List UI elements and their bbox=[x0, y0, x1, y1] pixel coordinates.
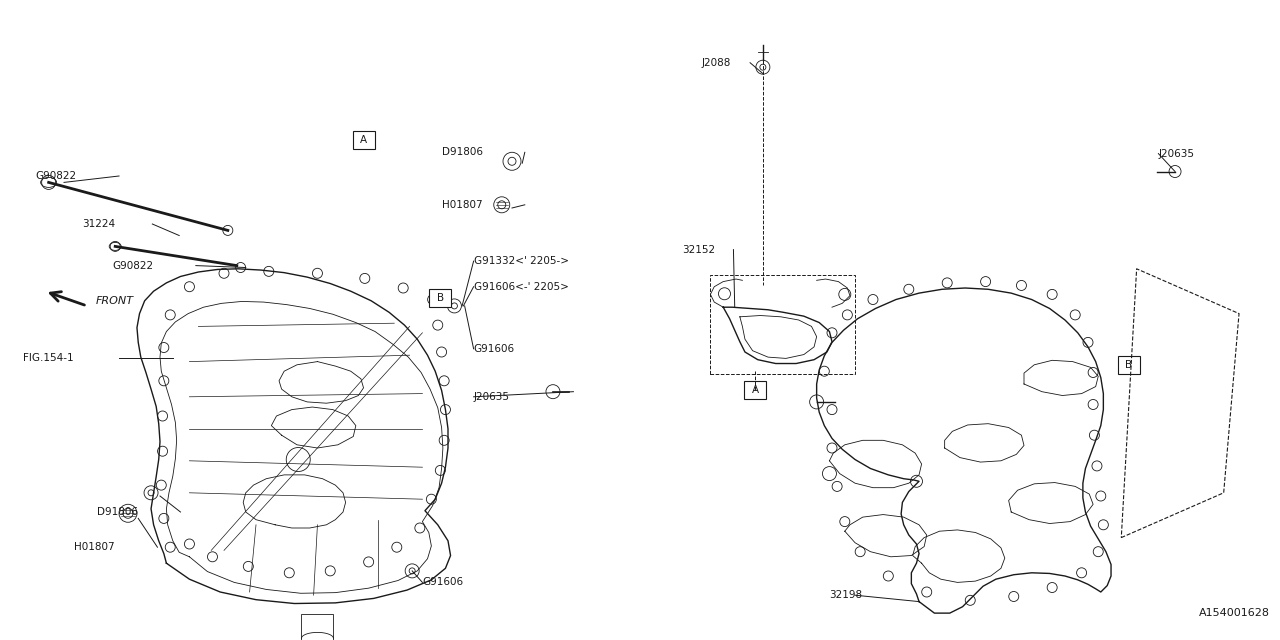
Text: H01807: H01807 bbox=[442, 200, 483, 210]
Text: D91806: D91806 bbox=[442, 147, 483, 157]
Text: A: A bbox=[751, 385, 759, 396]
Text: D91806: D91806 bbox=[97, 507, 138, 517]
Text: J2088: J2088 bbox=[701, 58, 731, 68]
Bar bbox=[710, 275, 855, 374]
Bar bbox=[744, 381, 767, 399]
Text: 31224: 31224 bbox=[82, 219, 115, 229]
Text: G91606<-' 2205>: G91606<-' 2205> bbox=[474, 282, 568, 292]
Text: FIG.154-1: FIG.154-1 bbox=[23, 353, 74, 364]
Text: G90822: G90822 bbox=[113, 260, 154, 271]
Bar bbox=[352, 131, 375, 148]
Bar bbox=[429, 289, 452, 307]
Text: G90822: G90822 bbox=[36, 171, 77, 181]
Text: A: A bbox=[360, 134, 367, 145]
Text: J20635: J20635 bbox=[1158, 148, 1194, 159]
Text: 32152: 32152 bbox=[682, 244, 716, 255]
Text: FRONT: FRONT bbox=[96, 296, 134, 306]
Text: B: B bbox=[436, 292, 444, 303]
Text: 32198: 32198 bbox=[829, 590, 863, 600]
Bar bbox=[302, 614, 334, 640]
Text: G91332<' 2205->: G91332<' 2205-> bbox=[474, 256, 568, 266]
Text: H01807: H01807 bbox=[74, 542, 115, 552]
Text: J20635: J20635 bbox=[474, 392, 509, 402]
Text: A154001628: A154001628 bbox=[1199, 608, 1270, 618]
Text: G91606: G91606 bbox=[422, 577, 463, 588]
Bar bbox=[1117, 356, 1140, 374]
Text: B: B bbox=[1125, 360, 1133, 370]
Text: G91606: G91606 bbox=[474, 344, 515, 354]
